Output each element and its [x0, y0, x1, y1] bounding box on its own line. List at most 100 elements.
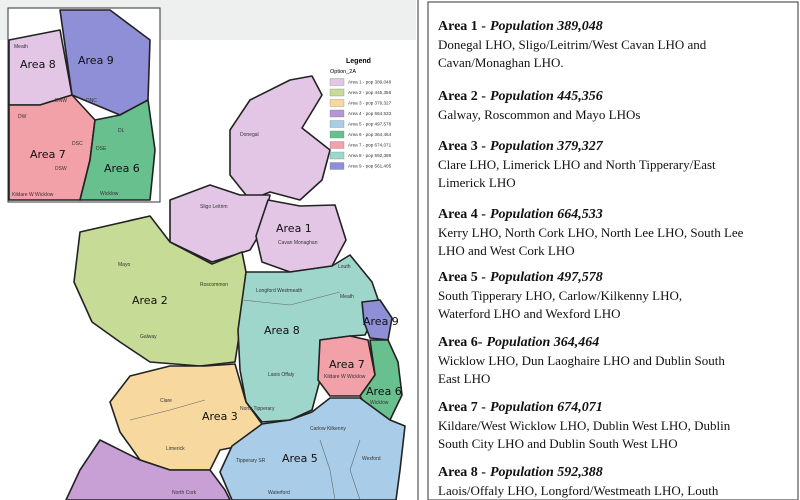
legend-swatch [329, 141, 345, 149]
area-name: Area 1 - [438, 19, 486, 34]
area-description: South City LHO and Dublin South West LHO [438, 436, 678, 451]
legend-entry: Area 3 - pop 379,327 [348, 101, 392, 106]
legend-entry: Area 9 - pop 561,405 [348, 164, 392, 169]
legend-swatch [329, 99, 345, 107]
region [65, 439, 231, 500]
region-label: Area 7 [329, 358, 365, 371]
legend-swatch [329, 130, 345, 139]
county-label: North Cork [172, 490, 197, 496]
county-label: Louth [338, 264, 351, 270]
legend-entry: Area 1 - pop 389,048 [348, 80, 392, 85]
legend-entry: Area 2 - pop 445,356 [348, 90, 392, 95]
county-label: Carlow Kilkenny [310, 426, 346, 432]
area-population: Population 445,356 [490, 89, 603, 104]
region-label: Area 3 [202, 410, 238, 423]
legend-swatch [329, 162, 345, 170]
county-label: Waterford [268, 490, 290, 496]
region-label: Area 8 [264, 324, 300, 337]
county-label: Galway [140, 334, 157, 340]
boundary [349, 439, 361, 500]
region-label: Area 1 [276, 222, 312, 235]
area-description: Galway, Roscommon and Mayo LHOs [438, 107, 640, 122]
area-heading: Area 8 - Population 592,388 [438, 465, 603, 480]
inset-label: Wicklow [100, 191, 119, 197]
area-description: Waterford LHO and Wexford LHO [438, 306, 621, 321]
inset-label: Area 6 [104, 162, 140, 175]
region-label: Area 2 [132, 294, 168, 307]
area-heading: Area 1 - Population 389,048 [438, 19, 603, 34]
inset-label: DNW [55, 98, 67, 104]
region [255, 199, 347, 273]
area-description: Donegal LHO, Sligo/Leitrim/West Cavan LH… [438, 37, 707, 52]
area-name: Area 4 - [438, 207, 486, 222]
county-label: Kildare W Wicklow [324, 374, 366, 380]
inset [7, 7, 161, 203]
county-label: Roscommon [200, 282, 228, 288]
area-description: Limerick LHO [438, 175, 516, 190]
region [109, 363, 263, 471]
county-label: Tipperary SR [236, 458, 266, 464]
legend-swatch [329, 109, 345, 118]
region-label: Area 5 [282, 452, 318, 465]
area-population: Population 364,464 [486, 335, 599, 350]
area-heading: Area 3 - Population 379,327 [438, 139, 604, 154]
county-label: Laois Offaly [268, 372, 295, 378]
legend-swatch [329, 120, 345, 128]
area-description: Kerry LHO, North Cork LHO, North Lee LHO… [438, 225, 744, 240]
region [219, 397, 406, 500]
county-label: Donegal [240, 132, 259, 138]
area-description: East LHO [438, 371, 490, 386]
area-description: South Tipperary LHO, Carlow/Kilkenny LHO… [438, 288, 682, 303]
area-population: Population 497,578 [490, 270, 603, 285]
legend-entry: Area 8 - pop 592,388 [348, 153, 392, 158]
region-label: Area 6 [366, 385, 402, 398]
inset-label: DL [118, 128, 125, 134]
inset-region [79, 99, 156, 201]
inset-label: DSW [55, 166, 67, 172]
inset-label: DW [18, 114, 27, 120]
area-description: LHO and West Cork LHO [438, 243, 575, 258]
area-heading: Area 6- Population 364,464 [438, 335, 599, 350]
area-name: Area 5 - [438, 270, 486, 285]
county-label: Wicklow [370, 400, 389, 406]
boundary [319, 439, 336, 500]
region [73, 215, 247, 367]
legend-title: Legend [346, 58, 371, 65]
inset-label: Area 8 [20, 58, 56, 71]
area-description: Kildare/West Wicklow LHO, Dublin West LH… [438, 418, 731, 433]
inset-label: DSC [72, 141, 83, 147]
area-population: Population 379,327 [490, 139, 604, 154]
legend-entry: Area 6 - pop 364,464 [348, 132, 392, 137]
area-name: Area 6- [438, 335, 483, 350]
county-label: North Tipperary [240, 406, 275, 412]
legend-entry: Area 5 - pop 497,578 [348, 122, 392, 127]
county-label: Meath [340, 294, 354, 300]
legend-swatch [329, 78, 345, 86]
inset-label: DSE [96, 146, 107, 152]
area-heading: Area 4 - Population 664,533 [438, 207, 603, 222]
area-description: Cavan/Monaghan LHO. [438, 55, 564, 70]
legend-swatch [329, 88, 345, 97]
area-population: Population 389,048 [490, 19, 603, 34]
inset-label: DNC [86, 98, 97, 104]
legend-entry: Area 7 - pop 674,071 [348, 143, 392, 148]
county-label: Wexford [362, 456, 381, 462]
region-label: Area 9 [363, 315, 399, 328]
county-label: Clare [160, 398, 172, 404]
area-description: Clare LHO, Limerick LHO and North Tipper… [438, 157, 716, 172]
area-heading: Area 2 - Population 445,356 [438, 89, 603, 104]
area-name: Area 7 - [438, 400, 486, 415]
boundary [241, 291, 341, 306]
area-name: Area 8 - [438, 465, 486, 480]
area-description: Wicklow LHO, Dun Laoghaire LHO and Dubli… [438, 353, 725, 368]
inset-label: Kildare W Wicklow [12, 192, 54, 198]
county-label: Mayo [118, 262, 130, 268]
legend: Legend Option_2A Area 1 - pop 389,048 Are… [329, 58, 392, 170]
county-label: Sligo Leitrim [200, 204, 228, 210]
inset-label: Area 9 [78, 54, 114, 67]
area-population: Population 674,071 [490, 400, 603, 415]
inset-label: Area 7 [30, 148, 66, 161]
area-list: Area 1 - Population 389,048 Donegal LHO, S… [438, 19, 744, 498]
legend-subtitle: Option_2A [330, 69, 356, 75]
